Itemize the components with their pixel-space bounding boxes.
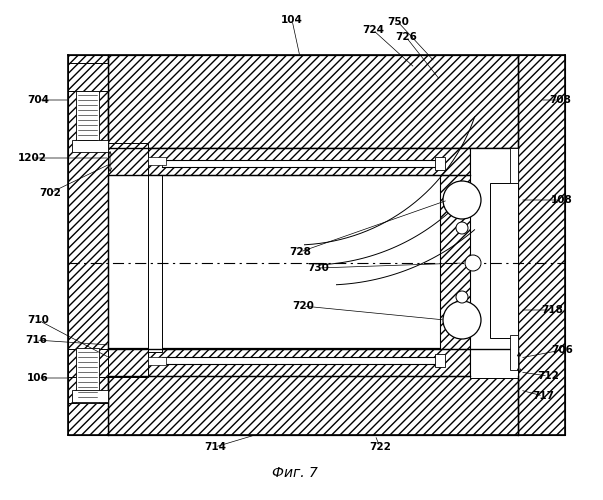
Text: 722: 722 [369, 442, 391, 452]
Bar [108, 143, 148, 175]
Text: 726: 726 [395, 32, 417, 42]
Bar [108, 55, 518, 148]
Bar [435, 354, 445, 367]
Bar [518, 55, 565, 435]
Text: 724: 724 [362, 25, 384, 35]
Text: 717: 717 [532, 391, 554, 401]
Text: 728: 728 [289, 247, 311, 257]
Text: 708: 708 [549, 95, 571, 105]
Bar [68, 55, 108, 435]
Text: 730: 730 [307, 263, 329, 273]
Bar [108, 348, 518, 435]
Text: 750: 750 [387, 17, 409, 27]
Bar [148, 157, 166, 165]
Circle shape [456, 291, 468, 303]
Bar [490, 183, 518, 338]
Text: 704: 704 [27, 95, 49, 105]
Bar [435, 157, 445, 170]
Text: 714: 714 [204, 442, 226, 452]
Bar [108, 349, 148, 377]
Text: 106: 106 [27, 373, 49, 383]
Text: 718: 718 [541, 305, 563, 315]
Text: 716: 716 [25, 335, 47, 345]
Bar [68, 349, 108, 377]
Bar [148, 175, 162, 352]
Text: 108: 108 [551, 195, 573, 205]
Text: 706: 706 [551, 345, 573, 355]
Bar [148, 148, 470, 175]
Text: Фиг. 7: Фиг. 7 [272, 466, 318, 480]
Bar [470, 148, 518, 378]
Bar [68, 63, 108, 91]
Bar [68, 403, 108, 435]
Bar [148, 357, 166, 365]
Bar [72, 140, 108, 152]
Text: 1202: 1202 [17, 153, 46, 163]
Bar [72, 390, 108, 402]
Text: 702: 702 [39, 188, 61, 198]
Bar [510, 335, 518, 370]
Text: 710: 710 [27, 315, 49, 325]
Bar [76, 348, 99, 403]
Circle shape [443, 181, 481, 219]
Text: 720: 720 [292, 301, 314, 311]
Circle shape [465, 255, 481, 271]
Bar [162, 160, 440, 167]
Bar [162, 357, 440, 364]
Text: 712: 712 [537, 371, 559, 381]
Circle shape [456, 222, 468, 234]
Bar [510, 148, 518, 183]
Text: 104: 104 [281, 15, 303, 25]
Circle shape [443, 301, 481, 339]
Bar [440, 148, 518, 376]
Bar [76, 91, 99, 146]
Bar [148, 349, 470, 376]
